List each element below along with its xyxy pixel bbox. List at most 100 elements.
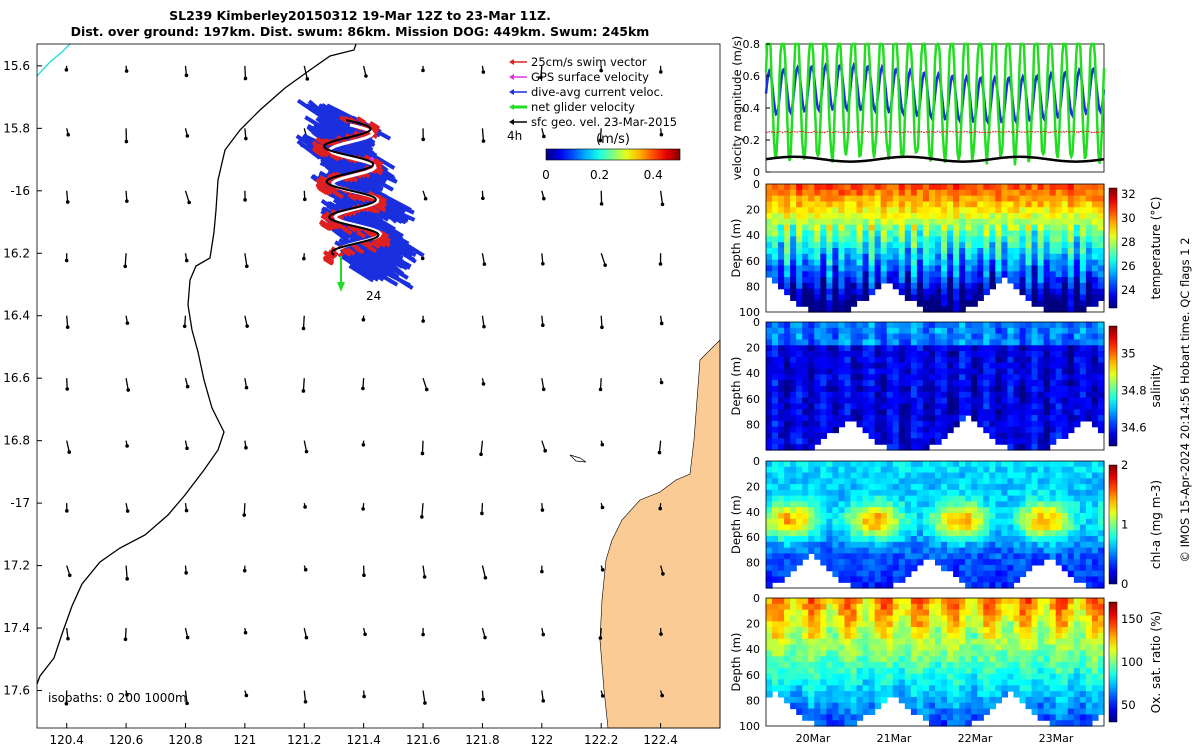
section-cell [995, 576, 1002, 583]
section-cell [916, 507, 924, 514]
section-cell [977, 495, 984, 503]
section-cell [1031, 230, 1039, 237]
section-cell [1061, 547, 1069, 554]
section-cell [1073, 495, 1081, 503]
section-cell [874, 541, 882, 549]
x-tick-label: 120.8 [168, 733, 202, 747]
section-cell [965, 253, 972, 261]
section-cell [922, 322, 930, 329]
section-cell [868, 495, 876, 503]
section-cell [1073, 507, 1081, 514]
section-cell [898, 444, 906, 451]
section-cell [874, 615, 882, 622]
section-cell [832, 662, 840, 669]
section-cell [898, 564, 906, 572]
section-cell [820, 644, 827, 651]
section-cell [947, 207, 954, 214]
section-cell [880, 259, 888, 267]
section-cell [935, 368, 942, 375]
section-cell [1085, 524, 1093, 531]
swim-vector [379, 238, 390, 247]
section-cell [983, 271, 990, 278]
section-cell [910, 195, 918, 203]
section-cell [965, 230, 972, 237]
section-cell [947, 294, 954, 301]
section-cell [802, 615, 809, 622]
section-cell [1073, 271, 1081, 278]
section-cell [947, 696, 954, 704]
section-frame [765, 321, 1105, 451]
section-cell [904, 333, 912, 341]
velocity-arrow-head [303, 567, 308, 572]
section-cell [886, 627, 894, 634]
section-cell [820, 512, 827, 520]
section-cell [1073, 397, 1081, 405]
section-cell [1001, 265, 1009, 272]
section-cell [796, 679, 803, 686]
section-cell [790, 484, 797, 491]
section-cell [874, 397, 882, 405]
velocity-arrow [124, 628, 127, 640]
section-cell [778, 541, 785, 549]
section-cell [1043, 415, 1051, 422]
section-cell [1091, 495, 1099, 503]
section-cell [790, 242, 797, 249]
section-cell [808, 333, 815, 341]
section-cell [820, 696, 827, 704]
section-cell [898, 627, 906, 634]
section-cell [1013, 380, 1021, 387]
section-cell [995, 564, 1002, 572]
section-cell [898, 656, 906, 663]
section-cell [947, 495, 954, 503]
section-cell [868, 708, 876, 715]
section-cell [928, 189, 936, 197]
section-cell [947, 478, 954, 485]
section-cell [971, 351, 978, 358]
section-cell [983, 553, 990, 560]
section-cell [1055, 265, 1063, 272]
section-cell [778, 691, 785, 698]
section-cell [977, 547, 984, 554]
section-cell [868, 466, 876, 474]
section-cell [1079, 553, 1087, 560]
section-cell [1061, 322, 1069, 329]
section-cell [820, 189, 827, 197]
section-cell [844, 224, 852, 232]
section-cell [1031, 386, 1039, 393]
section-cell [965, 386, 972, 393]
section-cell [838, 300, 846, 307]
section-cell [1031, 420, 1039, 428]
section-cell [778, 432, 785, 439]
section-cell [820, 495, 827, 503]
section-cell [784, 627, 791, 634]
section-cell [802, 603, 809, 611]
section-cell [1043, 438, 1051, 445]
section-cell [922, 615, 930, 622]
section-cell [838, 322, 846, 329]
section-cell [778, 259, 785, 267]
section-cell [1037, 288, 1045, 296]
section-cell [1049, 356, 1057, 364]
section-cell [862, 282, 870, 290]
section-cell [1091, 236, 1099, 243]
section-cell [892, 559, 900, 566]
section-cell [922, 224, 930, 232]
section-cell [862, 702, 870, 710]
section-cell [892, 213, 900, 220]
section-cell [856, 679, 864, 686]
section-cell [784, 609, 791, 617]
section-cell [880, 277, 888, 284]
section-cell [814, 432, 821, 439]
section-cell [1013, 415, 1021, 422]
velocity-arrow-head [541, 261, 545, 266]
section-cell [941, 714, 948, 721]
section-cell [1001, 559, 1009, 566]
section-cell [959, 271, 966, 278]
section-cell [886, 189, 894, 197]
section-cell [1019, 495, 1027, 503]
section-cell [1055, 224, 1063, 232]
section-cell [874, 207, 882, 214]
velocity-arrow-head [244, 136, 248, 141]
section-cell [1007, 438, 1015, 445]
section-cell [1085, 356, 1093, 364]
